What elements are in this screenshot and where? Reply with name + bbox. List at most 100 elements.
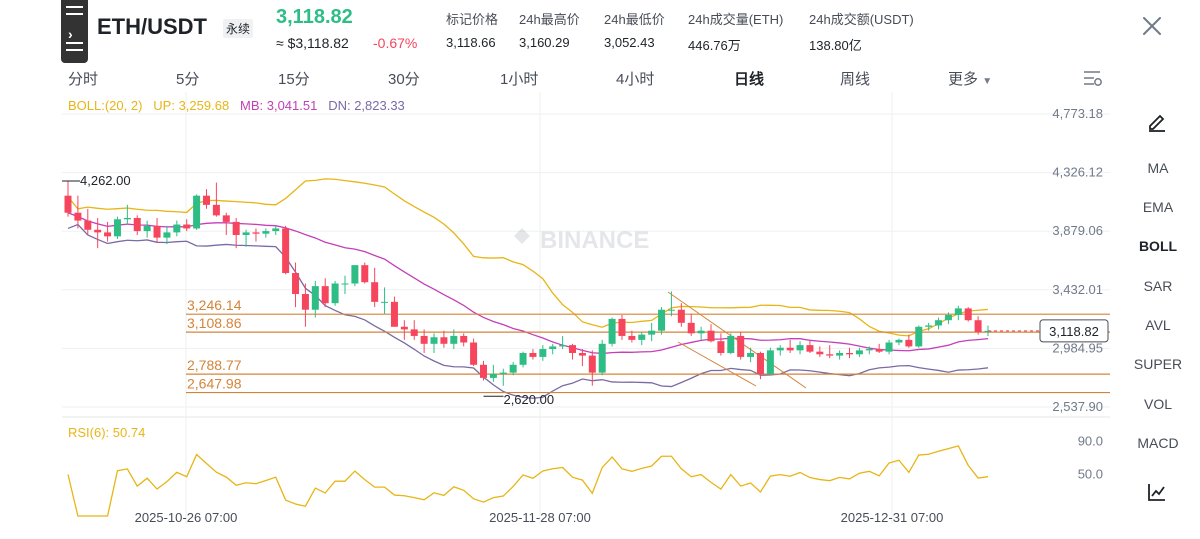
tab-5m[interactable]: 5分: [176, 71, 200, 88]
stat-mark-price: 标记价格 3,118.66: [446, 9, 498, 50]
stat-value: 3,160.29: [519, 35, 570, 50]
tab-time[interactable]: 分时: [68, 71, 99, 88]
candle-body: [658, 309, 666, 331]
candle-body: [786, 347, 794, 351]
candle-body: [697, 330, 705, 334]
stat-value: 3,118.66: [446, 35, 496, 50]
candle-body: [143, 225, 151, 232]
candle-body: [262, 231, 270, 234]
stat-24h-low: 24h最低价 3,052.43: [604, 9, 665, 50]
menu-button[interactable]: ›: [61, 0, 88, 63]
stat-label: 24h成交量(ETH): [688, 12, 784, 27]
usd-price: ≈ $3,118.82: [276, 35, 349, 51]
stat-24h-turnover: 24h成交额(USDT) 138.80亿: [809, 9, 914, 54]
high-marker-label: 4,262.00: [80, 173, 131, 188]
candle-body: [677, 309, 685, 323]
candlestick-chart[interactable]: BINANCE 3,246.14 3,108.86 2,788.77 2,647.98…: [0, 92, 1120, 539]
boll-upper-line: [67, 178, 989, 337]
candle-body: [648, 330, 656, 335]
candle-body: [826, 354, 834, 356]
candle-body: [420, 335, 428, 344]
indicator-vol[interactable]: VOL: [1143, 396, 1172, 412]
candle-body: [292, 273, 300, 294]
tab-4h[interactable]: 4小时: [616, 71, 655, 88]
candle-body: [737, 335, 745, 357]
pair-title[interactable]: ETH/USDT: [97, 14, 207, 39]
indicator-avl[interactable]: AVL: [1145, 317, 1171, 333]
indicator-sar[interactable]: SAR: [1143, 278, 1173, 294]
indicator-macd[interactable]: MACD: [1137, 435, 1179, 451]
tab-1h[interactable]: 1小时: [500, 71, 539, 88]
candle-body: [232, 221, 240, 236]
candle-body: [836, 352, 844, 356]
candle-body: [509, 364, 517, 373]
candle-body: [776, 347, 784, 351]
candle-body: [222, 215, 230, 222]
candle-body: [381, 301, 389, 303]
candle-body: [499, 372, 507, 374]
stat-label: 标记价格: [446, 12, 499, 27]
level-label: 3,108.86: [187, 315, 242, 331]
candle-body: [331, 283, 339, 304]
candle-body: [865, 349, 873, 351]
last-price: 3,118.82: [276, 6, 353, 28]
candle-body: [311, 286, 319, 310]
tab-15m[interactable]: 15分: [278, 71, 310, 88]
indicator-super[interactable]: SUPER: [1133, 356, 1183, 372]
candle-body: [489, 373, 497, 378]
current-price-tag: [1039, 319, 1109, 343]
stat-24h-high: 24h最高价 3,160.29: [519, 9, 580, 50]
candle-body: [450, 335, 458, 344]
tab-30m[interactable]: 30分: [388, 71, 420, 88]
tab-more[interactable]: 更多 ▼: [948, 68, 992, 89]
candle-body: [212, 204, 220, 216]
change-percent: -0.67%: [373, 35, 418, 51]
candle-body: [301, 293, 309, 310]
watermark: BINANCE: [514, 227, 649, 254]
watermark-text: BINANCE: [540, 227, 649, 254]
tab-1d[interactable]: 日线: [734, 71, 765, 88]
candles: [64, 181, 992, 386]
price-tick-label: 3,879.06: [1052, 223, 1103, 238]
chart-settings-icon[interactable]: [1082, 68, 1104, 88]
rsi-legend: RSI(6): 50.74: [68, 425, 146, 440]
indicator-boll[interactable]: BOLL: [1138, 238, 1178, 254]
candle-body: [846, 352, 854, 355]
candle-body: [104, 232, 112, 237]
candle-body: [440, 337, 448, 344]
pencil-icon[interactable]: [1146, 110, 1168, 132]
price-tick-label: 4,773.18: [1052, 106, 1103, 121]
price-axis: 4,773.18 4,326.12 3,879.06 3,432.01 2,984.95…: [1052, 106, 1103, 414]
candle-body: [569, 345, 577, 353]
candle-body: [588, 355, 596, 373]
stat-label: 24h最高价: [519, 12, 580, 27]
chart-line-icon[interactable]: [1146, 481, 1168, 503]
indicator-ema[interactable]: EMA: [1142, 199, 1174, 215]
candle-body: [717, 341, 725, 353]
candle-body: [163, 232, 171, 238]
rsi-tick-label: 50.0: [1078, 467, 1103, 482]
rsi-line: [67, 445, 989, 517]
boll-mb-value: MB: 3,041.51: [240, 98, 318, 113]
candle-body: [944, 314, 952, 321]
candle-body: [915, 326, 923, 347]
candle-body: [539, 349, 547, 357]
price-markers: 3,118.82 4,262.00 2,620.00: [62, 173, 1109, 407]
candle-body: [272, 228, 280, 232]
tab-more-label: 更多: [948, 71, 979, 88]
candle-body: [638, 334, 646, 340]
price-tick-label: 2,984.95: [1052, 340, 1103, 355]
tab-1w[interactable]: 周线: [840, 71, 871, 88]
indicator-ma[interactable]: MA: [1147, 160, 1169, 176]
close-icon[interactable]: [1140, 14, 1164, 38]
chevron-right-icon: ›: [68, 26, 73, 42]
time-tick-label: 2025-10-26 07:00: [135, 510, 238, 525]
candle-body: [964, 308, 972, 321]
candle-body: [667, 309, 675, 311]
candle-body: [252, 232, 260, 234]
candle-body: [193, 195, 201, 229]
candle-body: [578, 352, 586, 356]
candle-body: [954, 308, 962, 315]
trend-channel: [667, 291, 807, 389]
low-marker-label: 2,620.00: [503, 392, 554, 407]
